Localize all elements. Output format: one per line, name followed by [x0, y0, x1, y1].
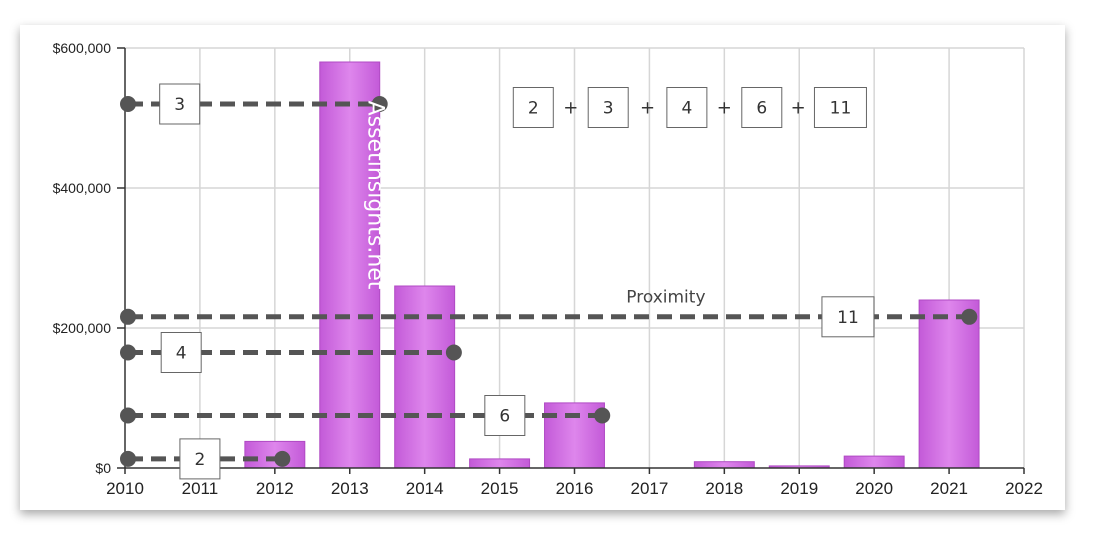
- x-tick-label: 2014: [406, 479, 444, 498]
- connector-label-box: [821, 296, 875, 338]
- text-layer: Proximity Assetinsights.net 2 +3 +4 +6 +11: [362, 87, 867, 308]
- formula-term: 3: [603, 99, 614, 119]
- bar-2012: [244, 440, 306, 469]
- x-tick-label: 2020: [855, 479, 893, 498]
- formula-term: 11: [830, 99, 852, 119]
- x-tick-label: 2015: [481, 479, 519, 498]
- formula-plus-sign: +: [791, 98, 806, 119]
- x-tick-label: 2012: [256, 479, 294, 498]
- bar-2015: [469, 458, 531, 469]
- x-tick-label: 2018: [705, 479, 743, 498]
- x-tick-label: 2017: [631, 479, 669, 498]
- connector-end-dot: [274, 450, 291, 467]
- connector-label-box: [159, 83, 201, 125]
- bar-2020: [843, 455, 905, 469]
- formula-plus-sign: +: [563, 98, 578, 119]
- x-tick-label: 2019: [780, 479, 818, 498]
- formula-plus-sign: +: [717, 98, 732, 119]
- connector-label-box: [160, 332, 202, 373]
- connector-end-dot: [594, 407, 611, 424]
- x-tick-label: 2013: [331, 479, 369, 498]
- formula-term: 4: [681, 99, 692, 119]
- connector-end-dot: [445, 344, 462, 361]
- y-tick-label: $600,000: [53, 40, 112, 56]
- y-tick-label: $200,000: [53, 320, 112, 336]
- x-tick-label: 2016: [556, 479, 594, 498]
- bar-layer: [244, 61, 980, 469]
- connector-layer: 2 3 4 6 11: [120, 83, 978, 480]
- connector-label: 11: [837, 308, 859, 328]
- bar-2013: [319, 61, 381, 469]
- connector-start-dot: [120, 96, 136, 112]
- formula-plus-sign: +: [640, 98, 655, 119]
- connector-label: 3: [174, 95, 185, 115]
- formula-term-box: [666, 87, 708, 128]
- connector-start-dot: [120, 407, 136, 424]
- connector-label: 4: [176, 344, 187, 364]
- connector-end-dot: [961, 308, 978, 325]
- connector-label-box: [179, 438, 221, 480]
- x-tick-label: 2021: [930, 479, 968, 498]
- watermark-label: Assetinsights.net: [362, 101, 387, 290]
- connector-label-box: [484, 395, 526, 436]
- bar-2018: [693, 461, 755, 469]
- y-tick-label: $0: [95, 460, 111, 476]
- proximity-label: Proximity: [626, 288, 705, 308]
- connector-label: 6: [499, 407, 510, 427]
- formula-term: 6: [756, 99, 767, 119]
- formula-term-box: [512, 87, 554, 128]
- formula-term-box: [813, 87, 867, 128]
- connector-label: 2: [195, 450, 206, 470]
- connector-start-dot: [120, 308, 136, 325]
- axis-layer: 2010 2011 2012 2013 2014 2015 2016 2017 2018 2019…: [53, 40, 1043, 498]
- bar-2014: [394, 285, 456, 469]
- formula-term: 2: [528, 99, 539, 119]
- connector-end-dot: [371, 96, 388, 112]
- connector-start-dot: [120, 344, 136, 361]
- x-tick-label: 2011: [182, 479, 219, 498]
- bar-2021: [918, 299, 980, 469]
- x-tick-label: 2010: [106, 479, 144, 498]
- formula-term-box: [587, 87, 629, 128]
- connector-start-dot: [120, 450, 136, 467]
- formula-term-box: [741, 87, 783, 128]
- x-tick-label: 2022: [1005, 479, 1043, 498]
- y-tick-label: $400,000: [53, 180, 112, 196]
